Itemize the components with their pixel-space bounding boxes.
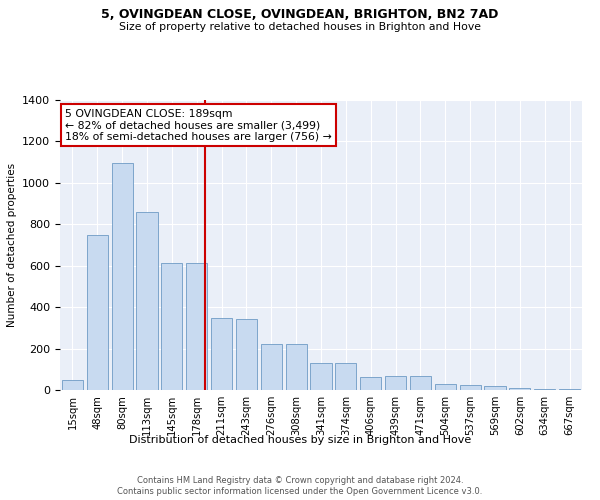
Text: 5, OVINGDEAN CLOSE, OVINGDEAN, BRIGHTON, BN2 7AD: 5, OVINGDEAN CLOSE, OVINGDEAN, BRIGHTON,… [101,8,499,20]
Bar [559,389,580,390]
Text: Size of property relative to detached houses in Brighton and Hove: Size of property relative to detached ho… [119,22,481,32]
Bar [385,376,406,390]
Bar [236,318,257,390]
Bar [62,380,83,390]
Bar [261,344,282,390]
Bar [435,384,456,390]
Text: 5 OVINGDEAN CLOSE: 189sqm
← 82% of detached houses are smaller (3,499)
18% of se: 5 OVINGDEAN CLOSE: 189sqm ← 82% of detac… [65,108,332,142]
Bar [410,376,431,390]
Bar [136,212,158,390]
Bar [87,234,108,390]
Bar [186,263,207,390]
Bar [112,163,133,390]
Bar [534,389,555,390]
Bar [211,318,232,390]
Bar [161,263,182,390]
Y-axis label: Number of detached properties: Number of detached properties [7,163,17,327]
Bar [360,376,381,390]
Bar [335,363,356,390]
Bar [310,363,332,390]
Text: Contains HM Land Registry data © Crown copyright and database right 2024.: Contains HM Land Registry data © Crown c… [137,476,463,485]
Bar [509,388,530,390]
Bar [460,385,481,390]
Bar [286,344,307,390]
Text: Distribution of detached houses by size in Brighton and Hove: Distribution of detached houses by size … [129,435,471,445]
Text: Contains public sector information licensed under the Open Government Licence v3: Contains public sector information licen… [118,488,482,496]
Bar [484,386,506,390]
